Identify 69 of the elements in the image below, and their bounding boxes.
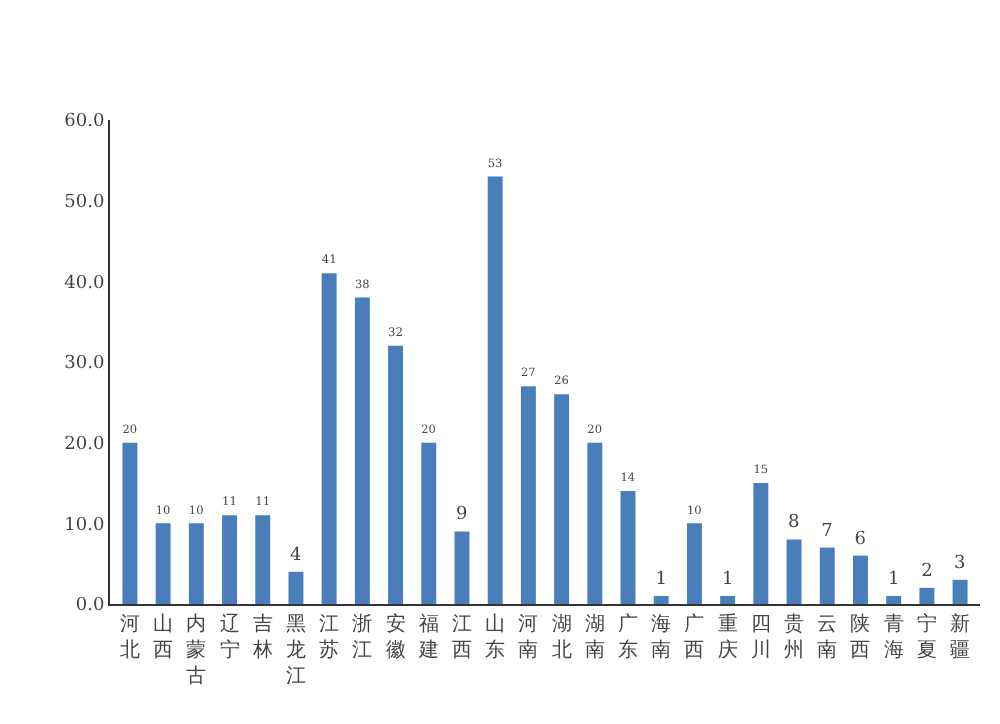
x-tick-label: 云南 [817,614,838,662]
x-tick-label: 江西 [451,612,472,662]
bar [919,587,935,604]
bar [388,345,404,604]
x-tick-label: 内蒙古 [186,612,207,688]
bar [720,595,736,604]
bar [653,595,669,604]
bar [886,595,902,604]
x-tick-label: 重庆 [717,612,738,662]
data-label: 1 [887,569,900,590]
bar [222,515,238,604]
data-label: 9 [455,505,468,526]
data-label: 1 [655,569,667,590]
x-tick-label: 新疆 [950,612,971,662]
x-tick-label: 安徽 [385,612,406,662]
bar [188,523,204,604]
x-tick-label: 河北 [119,612,140,662]
bar [753,483,769,604]
x-tick-label: 贵州 [784,612,805,662]
x-tick-label: 陕西 [850,612,871,662]
bar [952,579,968,604]
x-tick-label: 福建 [416,612,439,662]
y-tick-label: 60.0 [64,112,105,133]
bar [288,571,304,604]
x-tick-label: 广西 [684,612,705,662]
bar [122,442,138,604]
x-tick-label: 广东 [618,612,639,662]
y-tick-label: 20.0 [64,434,105,455]
data-label: 1 [721,569,734,590]
x-tick-label: 山西 [153,612,174,662]
y-tick-label: 40.0 [64,273,105,294]
data-label: 7 [821,521,834,542]
bar [686,523,702,604]
x-tick-label: 湖南 [584,612,605,662]
bar [620,491,636,604]
bar [587,442,603,604]
y-tick-label: 10.0 [64,515,105,536]
bar [487,176,503,604]
data-label: 8 [788,513,801,534]
bar [255,515,271,604]
bar [819,547,835,604]
x-tick-label: 江苏 [319,612,340,662]
y-tick-label: 0.0 [75,596,105,617]
bar [520,386,536,604]
bar [421,442,437,604]
y-tick-label: 30.0 [64,354,105,375]
data-label: 6 [854,529,867,550]
bar [354,297,370,604]
bar [155,523,171,604]
data-label: 2 [921,561,933,582]
data-label: 3 [954,553,967,574]
x-tick-label: 辽宁 [219,612,240,662]
x-tick-label: 青海 [883,612,904,662]
x-tick-label: 黑龙江 [285,614,306,688]
x-tick-label: 海南 [651,612,672,662]
x-tick-label: 湖北 [551,612,572,662]
bar [554,394,570,604]
x-tick-label: 浙江 [352,612,373,662]
bar [786,539,802,604]
x-tick-label: 吉林 [250,612,273,662]
bar [852,555,868,604]
x-tick-label: 山东 [485,612,506,662]
x-tick-label: 四川 [750,614,771,662]
x-tick-label: 河南 [518,612,539,662]
x-tick-label: 宁夏 [916,612,937,662]
data-label: 4 [289,545,302,566]
y-tick-label: 50.0 [64,192,105,213]
bar [321,273,337,604]
bar [454,531,470,604]
